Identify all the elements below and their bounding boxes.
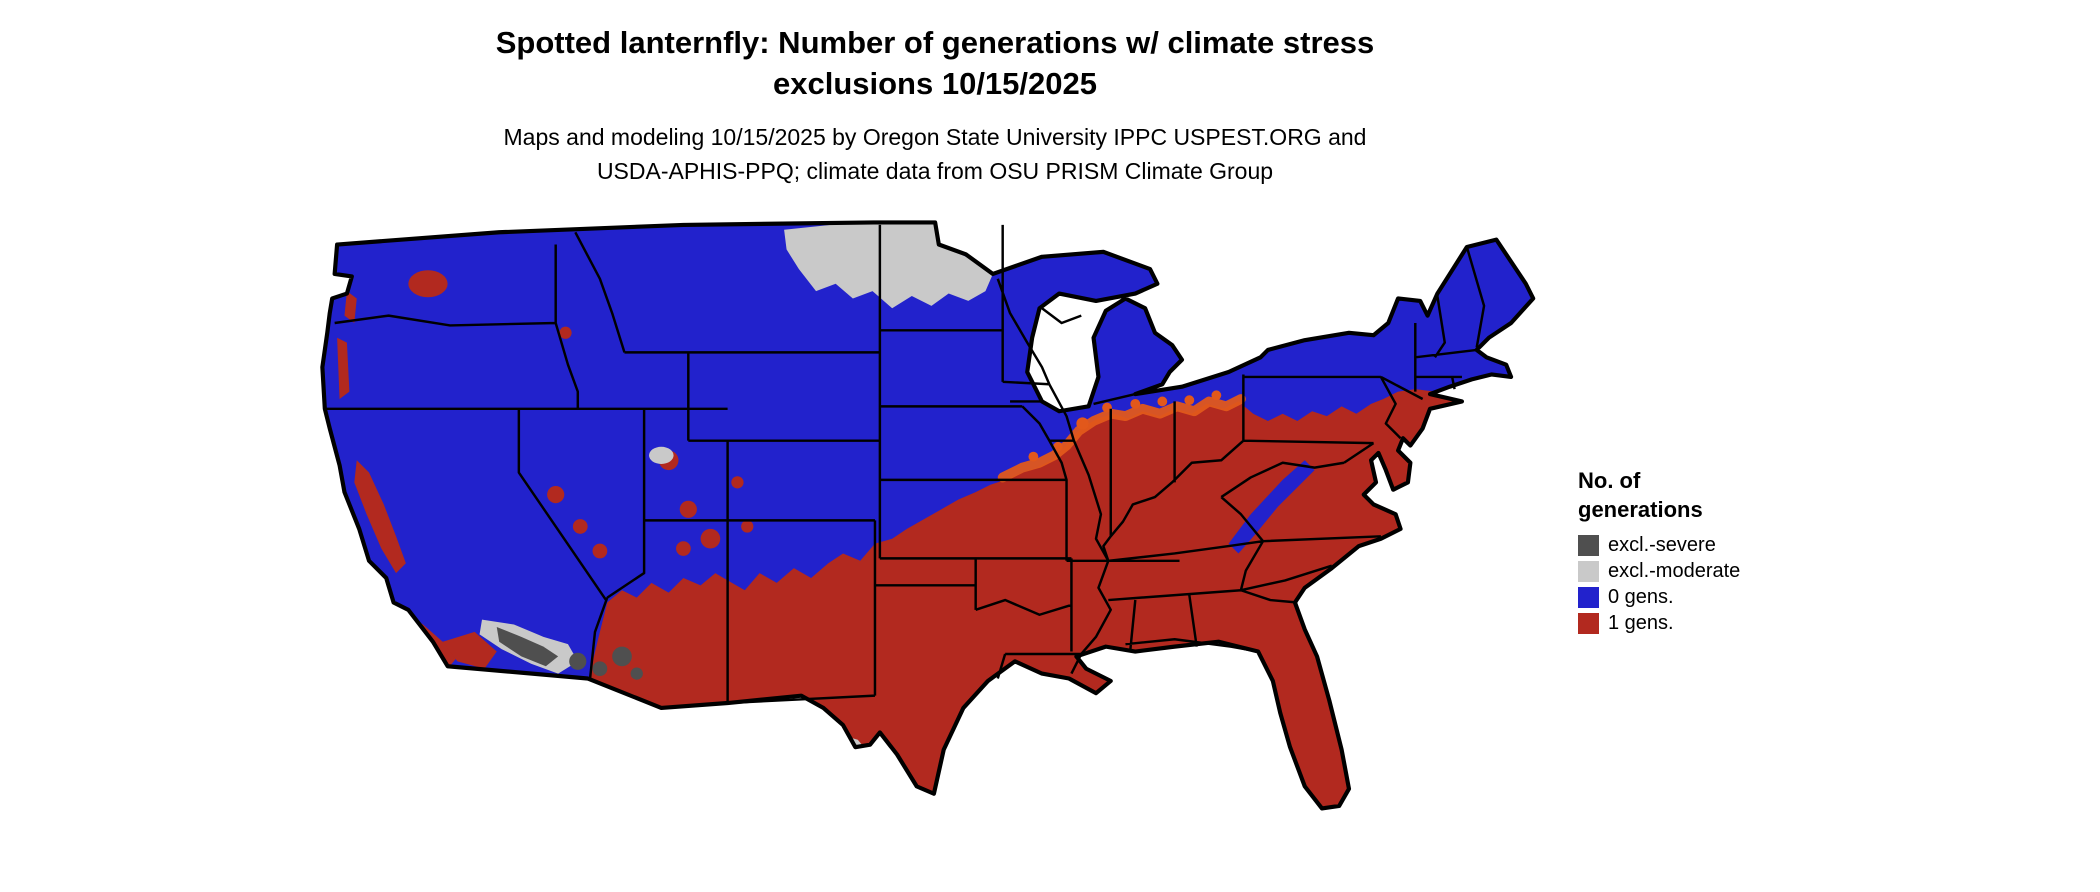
subtitle-line-1: Maps and modeling 10/15/2025 by Oregon S… (503, 124, 1367, 150)
map-fill-layer (322, 222, 1534, 809)
page-subtitle: Maps and modeling 10/15/2025 by Oregon S… (0, 120, 1870, 188)
legend-swatch-0-gens (1578, 586, 1599, 608)
legend-swatch-1-gens (1578, 612, 1599, 634)
region-moderate-exclusion-utah (649, 446, 674, 464)
page-title: Spotted lanternfly: Number of generation… (0, 22, 1870, 104)
region-transition-band (997, 394, 1246, 483)
legend-title-line-2: generations (1578, 497, 1703, 522)
map-legend: No. of generations excl.-severe excl.-mo… (1578, 466, 1858, 636)
legend-label-excl-moderate: excl.-moderate (1608, 560, 1741, 582)
legend-item-excl-severe: excl.-severe (1578, 532, 1858, 558)
region-appalachian-blue-streak (1228, 460, 1315, 554)
legend-title-line-1: No. of (1578, 468, 1641, 493)
legend-label-excl-severe: excl.-severe (1608, 534, 1716, 556)
legend-label-1-gens: 1 gens. (1608, 612, 1674, 634)
legend-title: No. of generations (1578, 466, 1858, 524)
region-western-red-patches (334, 270, 754, 669)
legend-item-0-gens: 0 gens. (1578, 584, 1858, 610)
title-line-1: Spotted lanternfly: Number of generation… (495, 25, 1375, 60)
us-map (315, 220, 1543, 882)
us-outline (320, 220, 1536, 811)
subtitle-line-2: USDA-APHIS-PPQ; climate data from OSU PR… (596, 158, 1274, 184)
transition-fuzz-dots (1028, 390, 1222, 462)
legend-swatch-excl-moderate (1578, 560, 1599, 582)
title-line-2: exclusions 10/15/2025 (772, 66, 1097, 101)
state-borders (324, 224, 1486, 705)
legend-item-excl-moderate: excl.-moderate (1578, 558, 1858, 584)
legend-label-0-gens: 0 gens. (1608, 586, 1674, 608)
us-map-svg (320, 220, 1536, 811)
region-severe-exclusion-desert (496, 627, 643, 680)
legend-item-1-gens: 1 gens. (1578, 610, 1858, 636)
legend-swatch-excl-severe (1578, 534, 1599, 556)
